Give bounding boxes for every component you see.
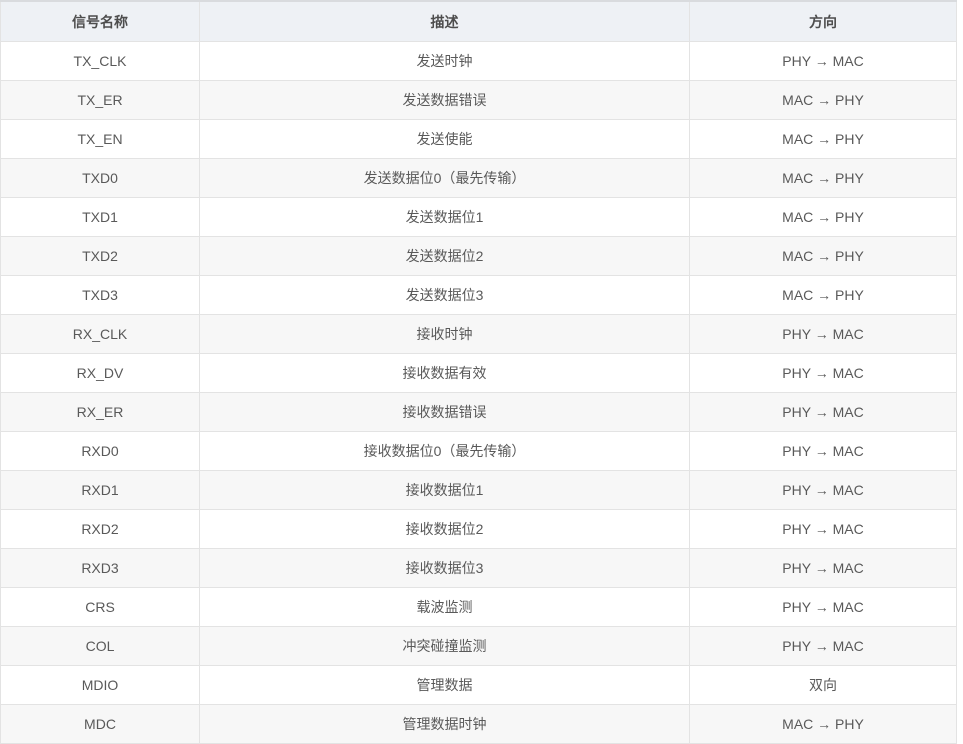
table-row: TX_CLK 发送时钟 PHY → MAC (0, 41, 957, 81)
direction-cell: PHY → MAC (689, 548, 957, 588)
signal-cell: TX_CLK (0, 41, 200, 81)
description-cell: 管理数据时钟 (199, 704, 690, 744)
table-row: MDC 管理数据时钟 MAC → PHY (0, 704, 957, 744)
description-cell: 接收时钟 (199, 314, 690, 354)
signal-cell: MDC (0, 704, 200, 744)
table-row: RX_DV 接收数据有效 PHY → MAC (0, 353, 957, 393)
direction-cell: 双向 (689, 665, 957, 705)
table-row: CRS 载波监测 PHY → MAC (0, 587, 957, 627)
table-row: RXD2 接收数据位2 PHY → MAC (0, 509, 957, 549)
description-cell: 发送数据位3 (199, 275, 690, 315)
description-cell: 发送数据位0（最先传输） (199, 158, 690, 198)
direction-cell: PHY → MAC (689, 392, 957, 432)
direction-cell: MAC → PHY (689, 158, 957, 198)
direction-cell: PHY → MAC (689, 41, 957, 81)
signal-cell: RXD0 (0, 431, 200, 471)
direction-cell: PHY → MAC (689, 587, 957, 627)
description-cell: 发送数据错误 (199, 80, 690, 120)
table-row: RXD1 接收数据位1 PHY → MAC (0, 470, 957, 510)
direction-cell: PHY → MAC (689, 314, 957, 354)
signal-cell: RXD3 (0, 548, 200, 588)
direction-cell: MAC → PHY (689, 197, 957, 237)
description-cell: 接收数据有效 (199, 353, 690, 393)
direction-cell: MAC → PHY (689, 119, 957, 159)
description-cell: 发送数据位1 (199, 197, 690, 237)
direction-cell: PHY → MAC (689, 470, 957, 510)
signal-cell: TXD1 (0, 197, 200, 237)
description-cell: 发送使能 (199, 119, 690, 159)
table-row: TXD2 发送数据位2 MAC → PHY (0, 236, 957, 276)
signal-cell: RX_CLK (0, 314, 200, 354)
table-row: TXD0 发送数据位0（最先传输） MAC → PHY (0, 158, 957, 198)
signal-cell: CRS (0, 587, 200, 627)
description-cell: 接收数据位2 (199, 509, 690, 549)
description-cell: 接收数据错误 (199, 392, 690, 432)
signal-cell: COL (0, 626, 200, 666)
table-row: COL 冲突碰撞监测 PHY → MAC (0, 626, 957, 666)
column-header-signal-name: 信号名称 (0, 0, 200, 42)
direction-cell: MAC → PHY (689, 236, 957, 276)
signal-cell: TX_ER (0, 80, 200, 120)
table-row: TXD3 发送数据位3 MAC → PHY (0, 275, 957, 315)
signal-cell: MDIO (0, 665, 200, 705)
description-cell: 接收数据位3 (199, 548, 690, 588)
column-header-direction: 方向 (689, 0, 957, 42)
direction-cell: MAC → PHY (689, 275, 957, 315)
table-row: TX_EN 发送使能 MAC → PHY (0, 119, 957, 159)
table-row: RX_CLK 接收时钟 PHY → MAC (0, 314, 957, 354)
signal-cell: RXD1 (0, 470, 200, 510)
direction-cell: MAC → PHY (689, 704, 957, 744)
signal-cell: RXD2 (0, 509, 200, 549)
description-cell: 发送数据位2 (199, 236, 690, 276)
table-row: TXD1 发送数据位1 MAC → PHY (0, 197, 957, 237)
signal-cell: RX_DV (0, 353, 200, 393)
description-cell: 接收数据位0（最先传输） (199, 431, 690, 471)
description-cell: 发送时钟 (199, 41, 690, 81)
direction-cell: PHY → MAC (689, 626, 957, 666)
signal-cell: TXD2 (0, 236, 200, 276)
signal-cell: RX_ER (0, 392, 200, 432)
table-row: TX_ER 发送数据错误 MAC → PHY (0, 80, 957, 120)
table-row: RX_ER 接收数据错误 PHY → MAC (0, 392, 957, 432)
table-row: RXD3 接收数据位3 PHY → MAC (0, 548, 957, 588)
direction-cell: PHY → MAC (689, 353, 957, 393)
description-cell: 接收数据位1 (199, 470, 690, 510)
column-header-description: 描述 (199, 0, 690, 42)
description-cell: 管理数据 (199, 665, 690, 705)
direction-cell: PHY → MAC (689, 431, 957, 471)
table-row: MDIO 管理数据 双向 (0, 665, 957, 705)
signal-cell: TXD3 (0, 275, 200, 315)
direction-cell: PHY → MAC (689, 509, 957, 549)
signal-cell: TXD0 (0, 158, 200, 198)
direction-cell: MAC → PHY (689, 80, 957, 120)
description-cell: 冲突碰撞监测 (199, 626, 690, 666)
signal-cell: TX_EN (0, 119, 200, 159)
table-header-row: 信号名称 描述 方向 (0, 0, 957, 42)
table-row: RXD0 接收数据位0（最先传输） PHY → MAC (0, 431, 957, 471)
description-cell: 载波监测 (199, 587, 690, 627)
